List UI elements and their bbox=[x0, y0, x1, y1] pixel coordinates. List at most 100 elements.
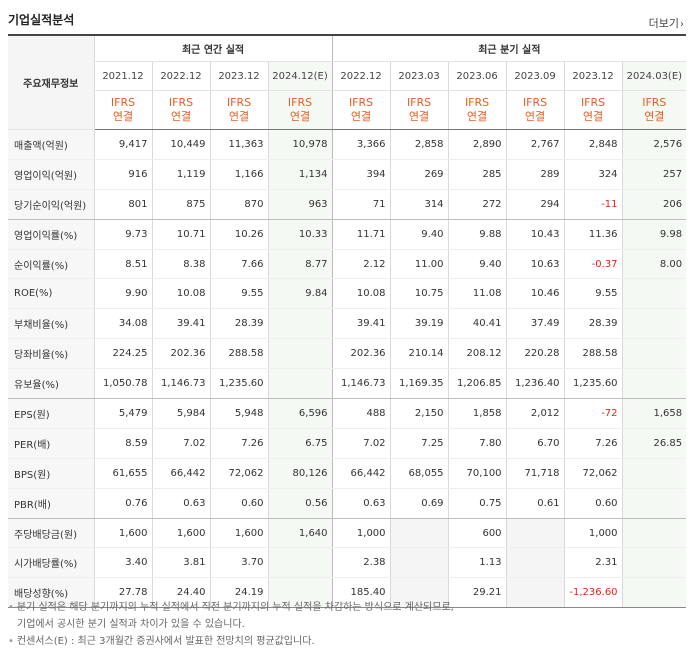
table-cell: 1,169.35 bbox=[389, 368, 449, 400]
table-cell: 9.84 bbox=[267, 278, 333, 310]
table-cell: 1,000 bbox=[563, 518, 623, 549]
table-cell: 7.80 bbox=[447, 428, 507, 459]
row-label: 배당성향(%) bbox=[8, 577, 94, 609]
table-cell bbox=[267, 577, 333, 609]
table-cell bbox=[621, 338, 687, 370]
footnote-1: • 분기 실적은 해당 분기까지의 누적 실적에서 직전 분기까지의 누적 실적을… bbox=[8, 602, 454, 613]
table-cell: 10.26 bbox=[209, 219, 268, 250]
basis-consolidated: 연결 bbox=[408, 110, 430, 123]
basis-ifrs: IFRS bbox=[580, 96, 606, 109]
table-cell: 210.14 bbox=[389, 338, 449, 370]
table-cell: 10.71 bbox=[151, 219, 210, 250]
table-cell: 72,062 bbox=[209, 458, 268, 489]
table-cell: 26.85 bbox=[621, 428, 687, 459]
row-label: 유보율(%) bbox=[8, 368, 94, 400]
table-cell bbox=[621, 278, 687, 310]
table-cell: 0.60 bbox=[209, 488, 268, 519]
table-cell: 8.38 bbox=[151, 249, 210, 280]
table-cell: 1,166 bbox=[209, 159, 268, 190]
more-link[interactable]: 더보기› bbox=[649, 15, 684, 31]
table-cell: 27.78 bbox=[93, 577, 152, 609]
table-row: 시가배당률(%) 3.40 3.81 3.70 2.38 1.13 2.31 bbox=[8, 547, 687, 579]
table-cell: 2,576 bbox=[621, 129, 687, 160]
table-cell: 7.25 bbox=[389, 428, 449, 459]
table-cell: 272 bbox=[447, 189, 507, 220]
table-cell bbox=[621, 577, 687, 609]
basis-header: IFRS 연결 bbox=[621, 90, 687, 130]
table-cell: 37.49 bbox=[505, 308, 565, 340]
table-cell: 6.75 bbox=[267, 428, 333, 459]
table-cell: 10,978 bbox=[267, 129, 333, 160]
basis-ifrs: IFRS bbox=[168, 96, 194, 109]
table-cell bbox=[505, 518, 565, 549]
table-cell: 314 bbox=[389, 189, 449, 220]
table-cell: 289 bbox=[505, 159, 565, 190]
table-cell: 10.75 bbox=[389, 278, 449, 310]
footnote-2: • 컨센서스(E) : 최근 3개월간 증권사에서 발표한 전망치의 평균값입니다… bbox=[8, 636, 315, 647]
annual-group-header: 최근 연간 실적 bbox=[93, 34, 333, 62]
table-cell: 8.59 bbox=[93, 428, 152, 459]
table-cell: -0.37 bbox=[563, 249, 623, 280]
table-cell: 11.08 bbox=[447, 278, 507, 310]
row-label: 영업이익(억원) bbox=[8, 159, 94, 190]
table-cell: 2,848 bbox=[563, 129, 623, 160]
table-cell: 9,417 bbox=[93, 129, 152, 160]
table-row: 당기순이익(억원) 801 875 870 963 71 314 272 294 -11 206 bbox=[8, 189, 687, 220]
table-cell: 28.39 bbox=[563, 308, 623, 340]
table-cell: 24.19 bbox=[209, 577, 268, 609]
basis-header: IFRS 연결 bbox=[93, 90, 152, 130]
table-cell: 1,235.60 bbox=[563, 368, 623, 400]
table-cell: 10.46 bbox=[505, 278, 565, 310]
table-cell: 0.60 bbox=[563, 488, 623, 519]
table-cell: 1,146.73 bbox=[151, 368, 210, 400]
table-cell: 208.12 bbox=[447, 338, 507, 370]
table-cell: 870 bbox=[209, 189, 268, 220]
table-row: EPS(원) 5,479 5,984 5,948 6,596 488 2,150 1,858 2… bbox=[8, 398, 687, 429]
table-cell: 1,050.78 bbox=[93, 368, 152, 400]
table-cell: 2,150 bbox=[389, 398, 449, 429]
table-cell: 71 bbox=[331, 189, 391, 220]
table-cell: 70,100 bbox=[447, 458, 507, 489]
table-cell: 2,012 bbox=[505, 398, 565, 429]
table-row: 순이익률(%) 8.51 8.38 7.66 8.77 2.12 11.00 9.40 10.6… bbox=[8, 249, 687, 280]
table-cell: 324 bbox=[563, 159, 623, 190]
table-cell: 7.26 bbox=[563, 428, 623, 459]
row-label: 순이익률(%) bbox=[8, 249, 94, 280]
basis-header: IFRS 연결 bbox=[209, 90, 268, 130]
row-label: 부채비율(%) bbox=[8, 308, 94, 340]
basis-consolidated: 연결 bbox=[582, 110, 604, 123]
table-row: ROE(%) 9.90 10.08 9.55 9.84 10.08 10.75 11.08 10… bbox=[8, 278, 687, 310]
table-cell: 8.00 bbox=[621, 249, 687, 280]
table-cell: 28.39 bbox=[209, 308, 268, 340]
table-row: 영업이익률(%) 9.73 10.71 10.26 10.33 11.71 9.40 9.88… bbox=[8, 219, 687, 250]
basis-ifrs: IFRS bbox=[287, 96, 313, 109]
table-cell: 202.36 bbox=[331, 338, 391, 370]
basis-ifrs: IFRS bbox=[642, 96, 667, 109]
row-label: 영업이익률(%) bbox=[8, 219, 94, 250]
table-cell: 10.08 bbox=[151, 278, 210, 310]
table-cell: 9.88 bbox=[447, 219, 507, 250]
basis-consolidated: 연결 bbox=[524, 110, 546, 123]
table-cell: 206 bbox=[621, 189, 687, 220]
section-title: 기업실적분석 bbox=[8, 13, 75, 27]
table-cell: 3.81 bbox=[151, 547, 210, 579]
table-cell bbox=[621, 368, 687, 400]
table-cell: 2,858 bbox=[389, 129, 449, 160]
table-cell: 1,600 bbox=[209, 518, 268, 549]
table-row: 배당성향(%) 27.78 24.40 24.19 185.40 29.21 -1,236.… bbox=[8, 577, 687, 609]
table-cell: 0.63 bbox=[331, 488, 391, 519]
table-cell: 1,658 bbox=[621, 398, 687, 429]
table-cell: 0.61 bbox=[505, 488, 565, 519]
table-cell: 71,718 bbox=[505, 458, 565, 489]
table-cell: 2,890 bbox=[447, 129, 507, 160]
row-label: PER(배) bbox=[8, 428, 94, 459]
table-cell: 66,442 bbox=[331, 458, 391, 489]
more-label: 더보기 bbox=[648, 17, 679, 30]
table-cell: 61,655 bbox=[93, 458, 152, 489]
table-cell bbox=[621, 518, 687, 549]
row-label: 당좌비율(%) bbox=[8, 338, 94, 370]
row-label: PBR(배) bbox=[8, 488, 94, 519]
table-cell: 9.55 bbox=[563, 278, 623, 310]
table-cell: 294 bbox=[505, 189, 565, 220]
footnote-1-cont: 기업에서 공시한 분기 실적과 차이가 있을 수 있습니다. bbox=[17, 619, 245, 630]
